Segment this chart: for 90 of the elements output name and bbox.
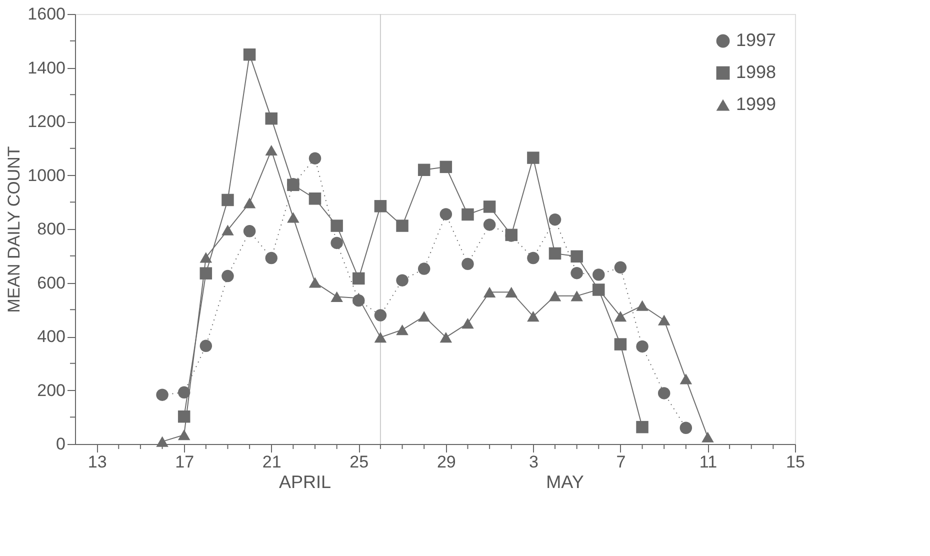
point: [156, 436, 168, 447]
point: [614, 311, 627, 322]
point: [462, 318, 474, 329]
point: [680, 374, 692, 384]
point: [178, 386, 190, 399]
point: [570, 250, 583, 263]
point: [636, 300, 648, 311]
point: [483, 286, 496, 298]
point: [374, 332, 387, 343]
y-axis-title: MEAN DAILY COUNT: [4, 146, 24, 313]
point: [527, 152, 540, 164]
point: [570, 290, 583, 302]
point: [527, 311, 540, 322]
point: [178, 410, 190, 423]
point: [243, 48, 256, 61]
point: [352, 294, 365, 307]
point: [680, 422, 692, 434]
point: [287, 212, 300, 223]
point: [178, 430, 190, 440]
point: [592, 268, 605, 281]
y-tick-label: 0: [56, 434, 66, 454]
point: [396, 274, 408, 286]
y-tick-label: 800: [37, 220, 66, 238]
point: [658, 387, 670, 400]
x-tick-label: 25: [350, 452, 369, 472]
point: [330, 236, 343, 250]
point: [222, 224, 234, 236]
x-tick-label: 29: [436, 452, 456, 472]
point: [614, 261, 627, 274]
point: [570, 266, 583, 280]
x-tick-label: 21: [262, 452, 282, 472]
point: [222, 194, 234, 206]
point: [505, 286, 518, 298]
point: [483, 218, 496, 231]
point: [548, 290, 562, 302]
point: [636, 420, 648, 434]
point: [614, 338, 627, 350]
legend-label: 1998: [736, 62, 776, 82]
point: [330, 220, 343, 232]
point: [308, 192, 322, 205]
point: [548, 247, 562, 260]
point: [440, 208, 452, 220]
point: [548, 213, 562, 226]
y-tick-label: 1600: [28, 4, 66, 24]
y-tick-label: 200: [37, 380, 66, 400]
point: [418, 311, 430, 322]
point: [265, 252, 278, 264]
point: [265, 144, 278, 156]
point: [308, 277, 322, 288]
point: [265, 112, 278, 125]
x-tick-label: 15: [786, 452, 805, 472]
point: [222, 270, 234, 282]
y-tick-label: 400: [37, 327, 66, 346]
x-tick-label: 11: [699, 452, 718, 472]
point: [243, 198, 256, 208]
point: [200, 340, 212, 352]
text: MAY: [546, 472, 584, 492]
point: [374, 309, 387, 322]
y-tick-label: 600: [37, 273, 66, 292]
point: [462, 258, 474, 270]
point: [200, 252, 212, 263]
x-tick-label: 13: [88, 452, 107, 472]
point: [243, 225, 256, 238]
point: [636, 340, 648, 353]
point: [440, 332, 452, 343]
y-tick-label: 1000: [28, 166, 66, 185]
point: [352, 272, 365, 285]
y-tick-label: 1400: [28, 58, 66, 78]
point: [308, 152, 322, 164]
point: [702, 432, 714, 442]
x-tick-label: 3: [528, 452, 538, 472]
point: [330, 291, 343, 302]
point: [527, 252, 540, 264]
text: APRIL: [278, 472, 332, 492]
y-tick-label: 1200: [28, 112, 66, 131]
point: [200, 267, 212, 280]
point: [440, 160, 452, 174]
point: [483, 200, 496, 213]
point: [374, 200, 387, 212]
point: [156, 388, 168, 401]
legend-label: 1997: [736, 30, 776, 50]
x-tick-label: 17: [175, 452, 194, 472]
point: [658, 314, 670, 326]
point: [462, 208, 474, 221]
point: [418, 262, 430, 275]
x-tick-label: 7: [616, 452, 626, 472]
point: [396, 324, 408, 336]
legend-label: 1999: [736, 94, 776, 114]
point: [418, 164, 430, 176]
point: [396, 220, 408, 232]
